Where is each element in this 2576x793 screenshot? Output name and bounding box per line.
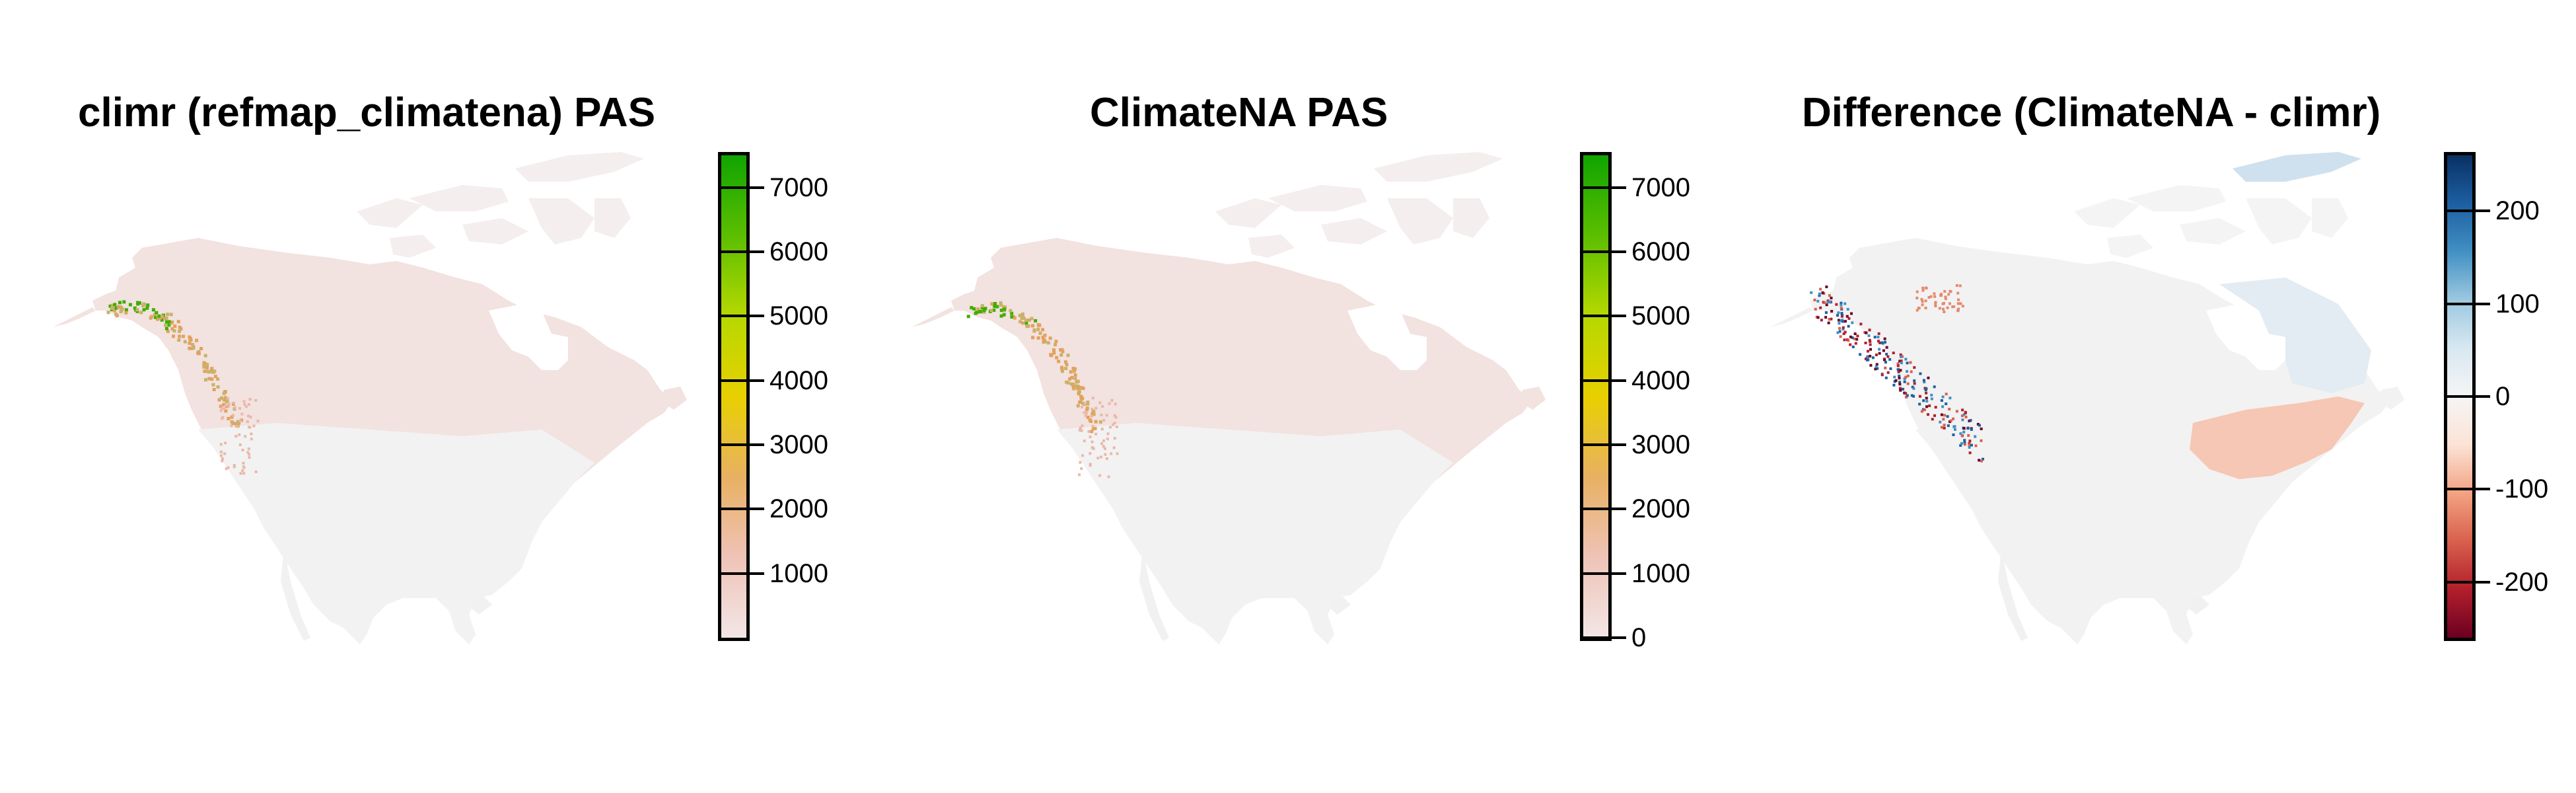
landmass-islands5 [2246,198,2312,245]
landmass-islands7 [1248,235,1295,258]
legend-tick-label: 7000 [1631,172,1690,202]
landmass-islands3 [2180,218,2246,245]
legend-tick-label: 3000 [769,430,828,459]
landmass-newfoundland [2381,387,2404,410]
legend-tick-mark [2444,302,2490,305]
eastern-us-negative [2190,397,2365,479]
legend-tick-label: 6000 [1631,237,1690,266]
panel-title: ClimateNA PAS [1090,90,1388,135]
north-america-map [912,152,1546,644]
legend-tick-label: 2000 [769,494,828,524]
legend-tick-label: 3000 [1631,430,1690,459]
legend-tick-mark [1580,572,1626,575]
landmass-islands4 [515,152,644,182]
panel-difference: Difference (ClimateNA - climr) -200 -100 0… [1717,0,2576,793]
landmass-islands1 [2074,198,2140,228]
legend-tick-mark [2444,395,2490,398]
legend-tick-mark [2444,488,2490,491]
legend-tick-label: 5000 [1631,301,1690,331]
coastal-precip-band [966,301,1119,478]
landmass-baja [1139,548,1169,641]
legend-tick-label: 4000 [1631,365,1690,395]
landmass-islands3 [462,218,528,245]
legend-tick-mark [718,186,764,189]
southern-region [1057,423,1453,644]
coastal-precip-band [106,300,260,475]
landmass-baja [1998,548,2028,641]
legend-tick-mark [1580,250,1626,253]
panel-climr: climr (refmap_climatena) PAS 1000 2000 300… [0,0,859,793]
landmass-islands2 [2127,185,2226,211]
legend-tick-mark [718,443,764,446]
landmass-islands6 [2312,198,2348,238]
landmass-islands6 [1453,198,1489,238]
legend-tick-mark [1580,186,1626,189]
legend-tick-mark [718,315,764,318]
legend-tick-label: -100 [2495,474,2549,504]
legend-tick-mark [1580,636,1626,639]
north-america-map [53,152,687,644]
legend-tick-mark [1580,379,1626,382]
legend-tick-label: -200 [2495,567,2549,597]
legend-tick-label: 100 [2495,289,2540,319]
panel-title: Difference (ClimateNA - climr) [1802,90,2381,135]
legend-tick-mark [718,379,764,382]
legend-tick-label: 1000 [1631,558,1690,588]
landmass-islands3 [1321,218,1387,245]
legend-tick-mark [1580,508,1626,511]
hudson-bay [1347,304,1427,370]
legend-tick-mark [718,250,764,253]
legend-tick-label: 0 [1631,623,1647,652]
land-group [1770,152,2404,644]
landmass-islands1 [1215,198,1281,228]
landmass-islands4 [1374,152,1503,182]
difference-speckle [1810,152,2371,479]
legend-tick-label: 2000 [1631,494,1690,524]
landmass-islands1 [357,198,423,228]
arctic-positive [2233,152,2361,182]
legend-tick-mark [718,572,764,575]
legend-tick-label: 6000 [769,237,828,266]
landmass-islands5 [1387,198,1453,245]
legend-tick-label: 0 [2495,382,2511,411]
land-group [53,152,687,644]
legend-tick-mark [718,508,764,511]
landmass-islands2 [1268,185,1367,211]
hudson-bay [2206,304,2285,370]
eastern-canada-positive [2219,278,2371,393]
landmass-alaskaTail [1770,307,1813,327]
north-america-map [1770,152,2404,644]
legend-tick-mark [1580,443,1626,446]
landmass-baja [281,548,310,641]
hudson-bay [489,304,568,370]
landmass-newfoundland [1522,387,1546,410]
legend-tick-mark [2444,580,2490,584]
land-group [912,152,1546,644]
legend-tick-label: 200 [2495,196,2540,226]
legend-tick-label: 1000 [769,558,828,588]
landmass-islands2 [410,185,509,211]
legend-tick-label: 4000 [769,365,828,395]
legend-tick-mark [2444,209,2490,213]
legend-tick-mark [1580,315,1626,318]
southern-region [1915,423,2312,644]
legend-tick-label: 5000 [769,301,828,331]
landmass-islands5 [528,198,594,245]
southern-region [198,423,594,644]
legend-colorbar [1580,152,1612,641]
landmass-alaskaTail [912,307,954,327]
panel-climatena: ClimateNA PAS 0 1000 2000 3000 4000 5000 6000 7… [859,0,1717,793]
panel-title: climr (refmap_climatena) PAS [78,90,656,135]
legend-tick-label: 7000 [769,172,828,202]
landmass-islands6 [594,198,631,238]
legend-colorbar [718,152,750,641]
landmass-alaskaTail [53,307,96,327]
landmass-islands7 [2107,235,2153,258]
landmass-newfoundland [664,387,687,410]
landmass-islands7 [390,235,436,258]
